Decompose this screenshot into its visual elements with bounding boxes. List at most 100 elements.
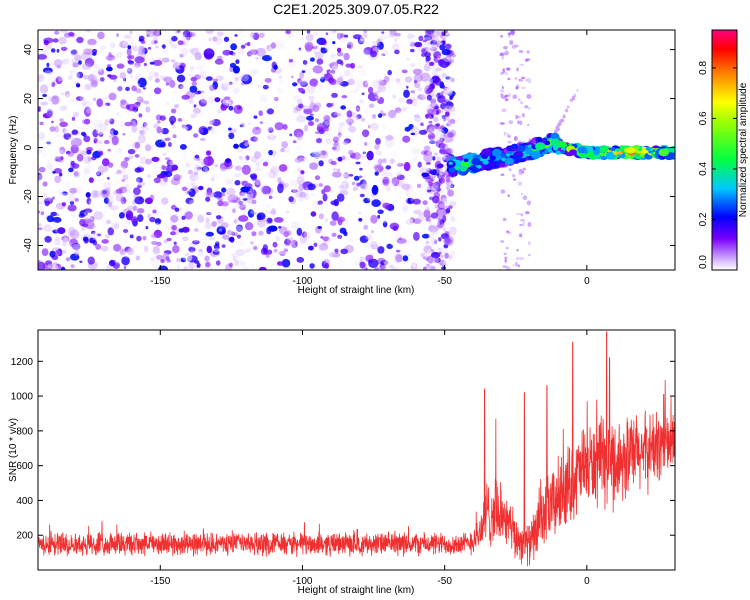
spectrogram-signal-blob [488,161,496,167]
spectrogram-noise-blob [344,217,350,226]
spectrogram-noise-blob [179,144,187,150]
spectrogram-noise-blob [449,58,455,64]
colorbar-tick-label: 0.2 [698,212,709,226]
spectrogram-noise-blob [129,73,133,79]
spectrogram-noise-blob [381,264,387,270]
spectrogram-noise-blob [258,230,264,236]
spectrogram-noise-blob [402,255,409,262]
spectrogram-noise-blob [430,229,438,235]
spectrogram-noise-blob [64,181,72,190]
spectrogram-noise-blob [424,30,433,36]
spectrogram-noise-blob [74,54,82,61]
spectrogram-noise-blob [105,55,116,61]
spectrogram-diagonal-dot [566,105,570,109]
spectrogram-noise-blob [412,68,423,76]
spectrogram-streak-dot [509,39,514,45]
spectrogram-noise-blob [69,46,75,51]
spectrogram-noise-blob [446,184,452,188]
spectrogram-noise-blob [161,44,166,49]
spectrogram-noise-blob [59,121,68,128]
spectrogram-noise-blob [421,233,430,239]
spectrogram-noise-blob [343,231,348,237]
spectrogram-noise-blob [429,186,435,191]
spectrogram-noise-blob [381,252,388,257]
spectrogram-noise-blob [360,117,366,122]
spectrogram-noise-blob [449,250,456,258]
spectrogram-noise-blob [428,135,434,139]
spectrogram-noise-blob [444,252,449,259]
spectrogram-noise-blob [443,105,452,113]
spectrogram-noise-blob [198,99,207,107]
spectrogram-noise-blob [115,232,125,243]
spectrogram-noise-blob [226,241,232,245]
spectrogram-noise-blob [47,174,55,185]
spectrogram-noise-blob [239,73,249,82]
colorbar-ticks: 0.00.20.40.60.8 [698,61,737,271]
spectrogram-noise-blob [190,113,197,118]
spectrogram-noise-blob [377,79,384,86]
spectrogram-noise-blob [181,152,188,160]
spectrogram-noise-blob [119,40,129,49]
spectrogram-noise-blob [391,43,400,51]
spectrogram-noise-blob [366,150,374,161]
spectrogram-noise-blob [324,109,331,117]
spectrogram-noise-blob [427,266,431,270]
spectrogram-noise-blob [367,195,375,202]
spectrogram-noise-blob [121,124,124,128]
spectrogram-noise-blob [123,34,132,40]
spectrogram-noise-blob [262,84,269,90]
spectrogram-noise-blob [181,226,190,233]
spectrogram-noise-blob [337,156,343,162]
spectrogram-streak-dot [500,35,504,38]
spectrogram-noise-blob [395,172,401,177]
spectrogram-noise-blob [299,191,307,199]
spectrogram-noise-blob [39,43,46,49]
spectrogram-noise-blob [64,248,71,255]
spectrogram-streak-dot [517,264,520,268]
spectrogram-noise-blob [240,156,248,164]
spectrogram-noise-blob [341,173,347,178]
spectrogram-noise-blob [374,267,380,270]
spectrogram-noise-blob [75,111,81,117]
spectrogram-noise-blob [245,155,250,161]
spectrogram-noise-blob [237,240,245,247]
spectrogram-noise-blob [270,208,277,215]
spectrogram-noise-blob [318,82,326,92]
spectrogram-noise-blob [71,243,81,250]
spectrogram-noise-blob [117,86,123,91]
spectrogram-noise-blob [345,118,355,125]
spectrogram-noise-blob [363,224,369,230]
spectrogram-diagonal-dot [565,108,568,111]
spectrogram-noise-blob [443,79,451,86]
spectrogram-noise-blob [197,214,205,223]
spectrogram-noise-blob [339,145,347,153]
spectrogram-streak-dot [502,217,507,222]
spectrogram-noise-blob [343,52,350,61]
spectrogram-streak-dot [512,264,515,267]
spectrogram-noise-blob [151,240,158,245]
spectrogram-noise-blob [189,173,200,182]
spectrogram-noise-blob [154,218,161,225]
x-tick-label: -100 [292,276,312,287]
spectrogram-noise-blob [234,180,241,186]
spectrogram-noise-blob [109,259,116,267]
spectrogram-noise-blob [83,118,91,125]
spectrogram-noise-blob [278,75,283,80]
spectrogram-noise-blob [42,193,48,197]
spectrogram-diagonal-dot [561,119,565,122]
spectrogram-noise-blob [406,184,414,192]
spectrogram-noise-blob [91,155,97,161]
spectrogram-noise-blob [44,235,52,243]
spectrogram-noise-blob [128,262,138,270]
spectrogram-streak-dot [526,200,532,206]
spectrogram-noise-blob [444,43,452,50]
spectrogram-noise-blob [227,258,234,265]
spectrogram-noise-blob [255,57,259,60]
spectrogram-noise-blob [299,71,304,79]
spectrogram-noise-blob [136,96,144,103]
spectrogram-noise-blob [250,264,255,269]
spectrogram-noise-blob [234,77,239,81]
spectrogram-noise-blob [143,125,150,132]
spectrogram-noise-blob [417,161,422,168]
